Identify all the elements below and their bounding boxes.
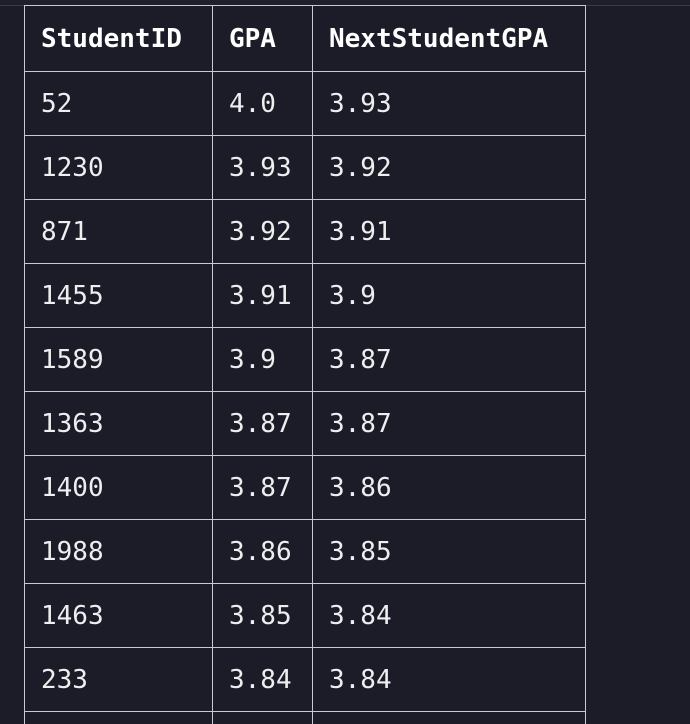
cell-nextstudentgpa: 3.9	[312, 263, 586, 328]
table-header-row: StudentID GPA NextStudentGPA	[24, 5, 586, 72]
column-header-nextstudentgpa: NextStudentGPA	[312, 5, 586, 72]
cell-studentid: 1589	[24, 327, 213, 392]
table-row: 1230 3.93 3.92	[24, 135, 586, 200]
table-row: 233 3.84 3.84	[24, 647, 586, 712]
cell-studentid: 1463	[24, 583, 213, 648]
cell-studentid: 1230	[24, 135, 213, 200]
cell-nextstudentgpa: 3.87	[312, 391, 586, 456]
cell-nextstudentgpa: 3.85	[312, 519, 586, 584]
cell-studentid: 52	[24, 71, 213, 136]
cell-nextstudentgpa: 3.84	[312, 583, 586, 648]
query-result-table-container: StudentID GPA NextStudentGPA 52 4.0 3.93…	[24, 5, 586, 724]
cell-nextstudentgpa: 3.84	[312, 647, 586, 712]
cell-clipped	[312, 711, 586, 724]
cell-gpa: 3.9	[212, 327, 313, 392]
cell-gpa: 3.87	[212, 455, 313, 520]
cell-nextstudentgpa: 3.86	[312, 455, 586, 520]
table-row-clipped	[24, 711, 586, 724]
query-result-table: StudentID GPA NextStudentGPA 52 4.0 3.93…	[24, 5, 586, 724]
cell-studentid: 1363	[24, 391, 213, 456]
table-row: 1988 3.86 3.85	[24, 519, 586, 584]
cell-clipped	[24, 711, 213, 724]
cell-nextstudentgpa: 3.92	[312, 135, 586, 200]
table-row: 52 4.0 3.93	[24, 71, 586, 136]
cell-gpa: 3.85	[212, 583, 313, 648]
column-header-studentid: StudentID	[24, 5, 213, 72]
table-row: 1363 3.87 3.87	[24, 391, 586, 456]
cell-studentid: 1988	[24, 519, 213, 584]
table-row: 871 3.92 3.91	[24, 199, 586, 264]
cell-studentid: 1400	[24, 455, 213, 520]
cell-gpa: 3.87	[212, 391, 313, 456]
cell-nextstudentgpa: 3.91	[312, 199, 586, 264]
table-row: 1589 3.9 3.87	[24, 327, 586, 392]
cell-nextstudentgpa: 3.93	[312, 71, 586, 136]
cell-nextstudentgpa: 3.87	[312, 327, 586, 392]
table-row: 1463 3.85 3.84	[24, 583, 586, 648]
cell-studentid: 233	[24, 647, 213, 712]
cell-gpa: 4.0	[212, 71, 313, 136]
column-header-gpa: GPA	[212, 5, 313, 72]
cell-studentid: 871	[24, 199, 213, 264]
table-row: 1455 3.91 3.9	[24, 263, 586, 328]
cell-gpa: 3.91	[212, 263, 313, 328]
cell-gpa: 3.86	[212, 519, 313, 584]
cell-studentid: 1455	[24, 263, 213, 328]
cell-gpa: 3.92	[212, 199, 313, 264]
cell-gpa: 3.84	[212, 647, 313, 712]
cell-gpa: 3.93	[212, 135, 313, 200]
cell-clipped	[212, 711, 313, 724]
table-row: 1400 3.87 3.86	[24, 455, 586, 520]
